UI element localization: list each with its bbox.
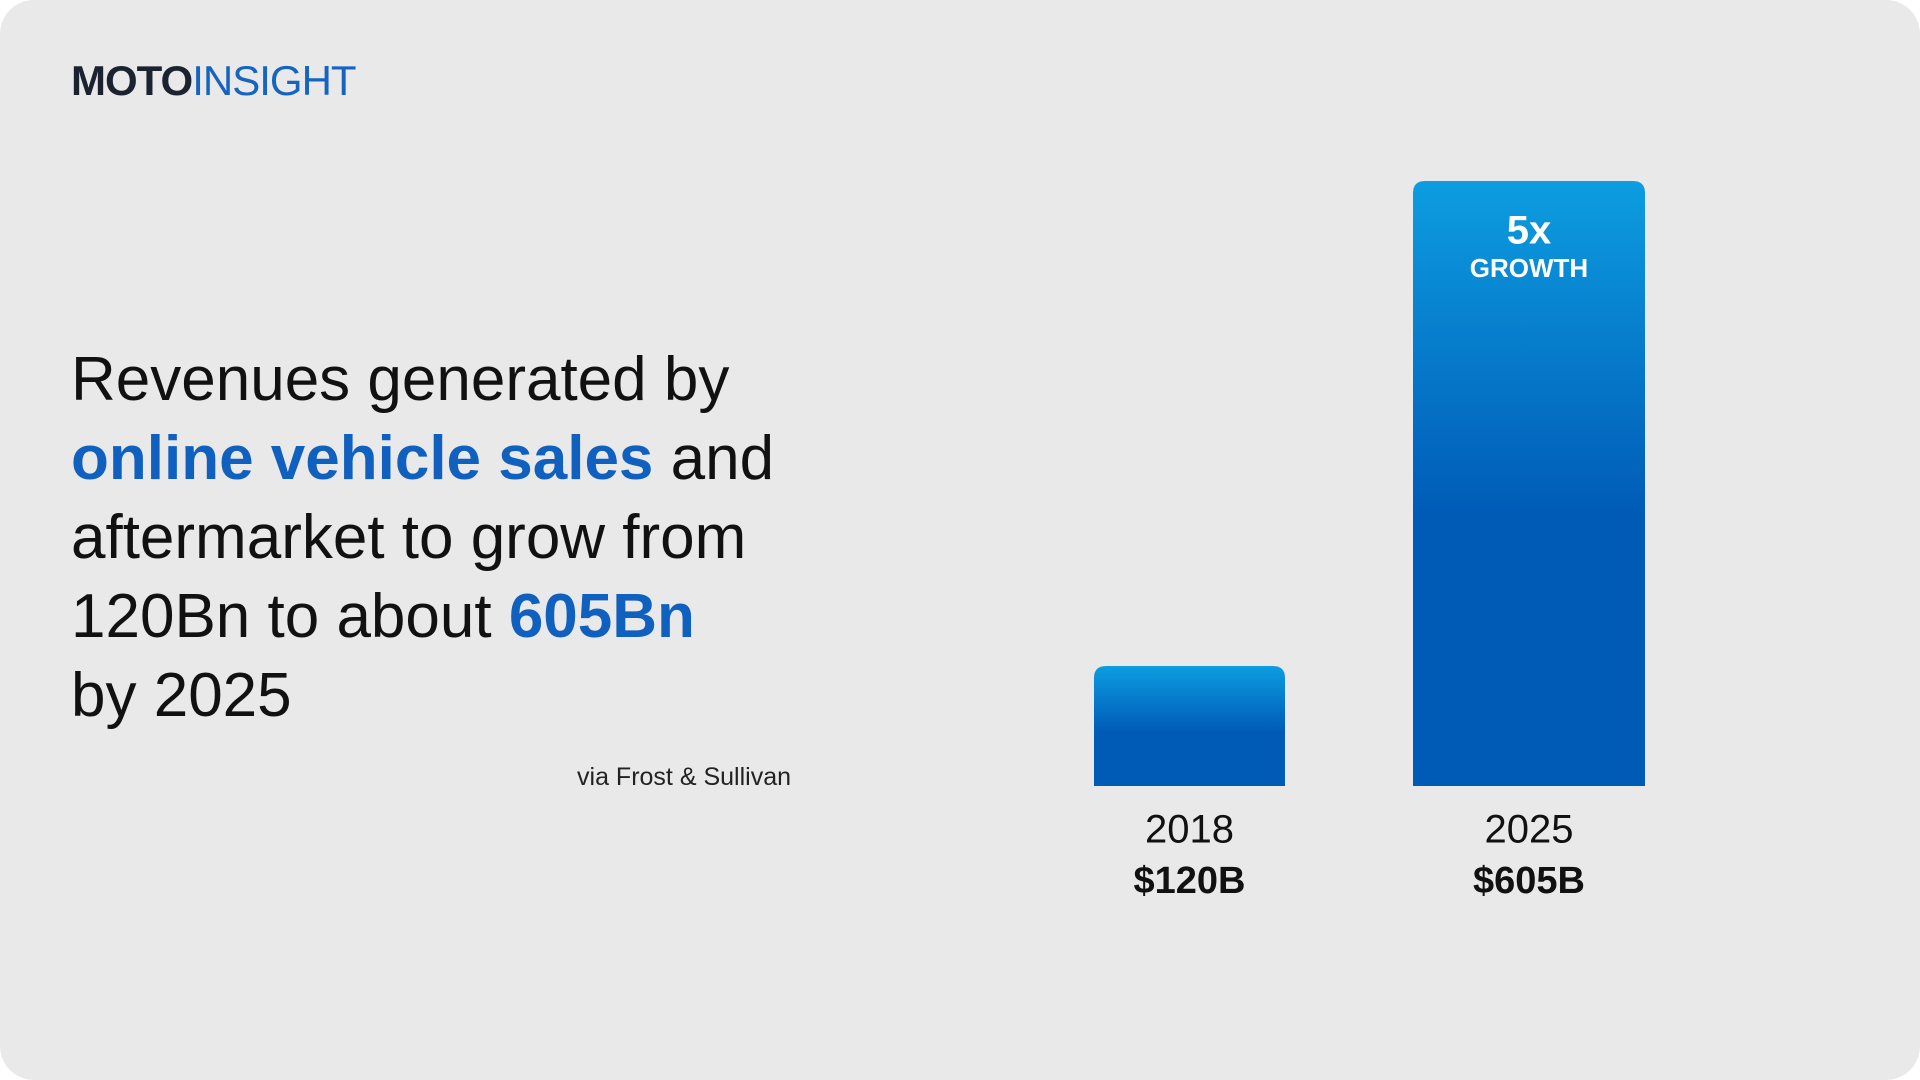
logo-bold: MOTO — [71, 57, 193, 104]
headline-line: Revenues generated by — [71, 340, 774, 419]
x-tick-label: 2018 — [1145, 808, 1234, 852]
headline-emphasis: online vehicle sales — [71, 424, 654, 493]
logo-light: INSIGHT — [192, 57, 356, 104]
value-label: $120B — [1134, 860, 1246, 902]
headline-line: 120Bn to about 605Bn — [71, 577, 774, 656]
headline-text: Revenues generated by — [71, 345, 730, 414]
headline-text: aftermarket to grow from — [71, 503, 747, 572]
headline-emphasis: 605Bn — [508, 582, 695, 651]
annotation: 5x — [1507, 209, 1552, 253]
headline-text: by 2025 — [71, 661, 292, 730]
headline-line: by 2025 — [71, 656, 774, 735]
source: via Frost & Sullivan — [577, 763, 791, 791]
headline-line: aftermarket to grow from — [71, 498, 774, 577]
logo: MOTOINSIGHT — [71, 57, 357, 104]
bar — [1413, 181, 1645, 786]
bar — [1094, 666, 1285, 786]
annotation-subtext: GROWTH — [1470, 253, 1588, 283]
x-tick-label: 2025 — [1485, 808, 1574, 852]
headline-text: and — [670, 424, 775, 493]
headline-text: 120Bn to about — [71, 582, 492, 651]
value-label: $605B — [1473, 860, 1585, 902]
headline-line: online vehicle sales and — [71, 419, 774, 498]
headline: Revenues generated by online vehicle sale… — [71, 340, 774, 735]
